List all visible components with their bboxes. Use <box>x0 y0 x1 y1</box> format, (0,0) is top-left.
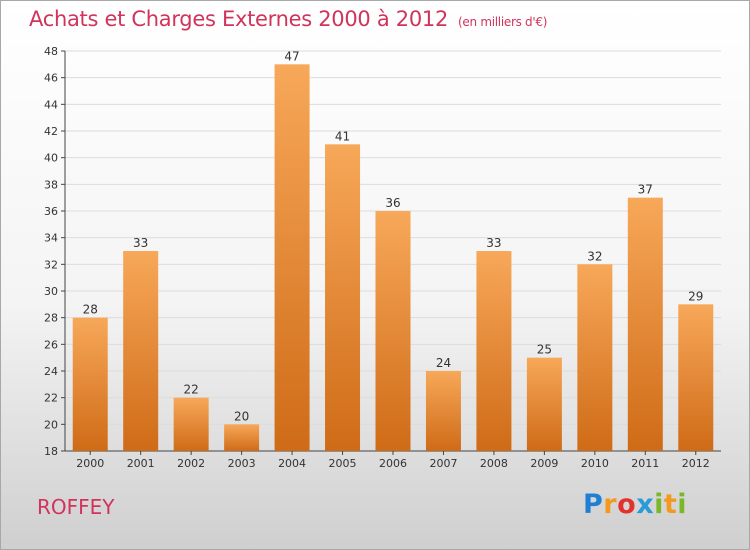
y-tick-label: 42 <box>44 125 58 138</box>
x-tick-label: 2004 <box>278 457 306 470</box>
bar <box>476 251 512 451</box>
x-tick-label: 2011 <box>631 457 659 470</box>
y-tick-label: 18 <box>44 445 58 458</box>
logo-letter: o <box>617 489 637 520</box>
y-tick-label: 40 <box>44 152 58 165</box>
y-tick-label: 22 <box>44 392 58 405</box>
title-text: Achats et Charges Externes 2000 à 2012 <box>29 7 449 31</box>
y-tick-label: 38 <box>44 178 58 191</box>
data-labels: 28 33 22 20 47 41 36 24 33 25 32 37 29 <box>83 49 704 423</box>
logo-letter: t <box>663 489 678 520</box>
value-label: 29 <box>688 289 703 303</box>
logo-letter: x <box>636 489 655 520</box>
logo-letter: i <box>654 489 664 520</box>
unit-label: (en milliers d'€) <box>458 15 548 29</box>
x-tick-label: 2010 <box>581 457 609 470</box>
value-label: 36 <box>385 196 400 210</box>
value-label: 47 <box>284 49 299 63</box>
x-tick-label: 2003 <box>228 457 256 470</box>
town-name: ROFFEY <box>37 495 115 519</box>
bar <box>577 264 613 451</box>
value-label: 41 <box>335 129 350 143</box>
logo-letter: i <box>677 489 688 520</box>
bar <box>627 197 663 451</box>
bar <box>123 251 159 451</box>
y-tick-label: 34 <box>44 232 58 245</box>
bar <box>274 64 310 452</box>
bar <box>72 317 108 451</box>
x-tick-label: 2001 <box>127 457 155 470</box>
y-tick-label: 36 <box>44 205 58 218</box>
x-tick-label: 2002 <box>177 457 205 470</box>
bar <box>173 397 209 451</box>
x-tick-label: 2005 <box>329 457 357 470</box>
y-tick-label: 46 <box>44 72 58 85</box>
y-tick-label: 24 <box>44 365 58 378</box>
proxiti-logo[interactable]: Proxiti <box>583 489 687 520</box>
value-label: 28 <box>83 303 98 317</box>
value-label: 33 <box>486 236 501 250</box>
value-label: 20 <box>234 409 249 423</box>
bar <box>526 357 562 451</box>
y-tick-label: 44 <box>44 98 58 111</box>
value-label: 24 <box>436 356 451 370</box>
y-tick-label: 48 <box>44 45 58 58</box>
bars <box>72 64 714 452</box>
bar <box>325 144 361 452</box>
x-tick-label: 2007 <box>429 457 457 470</box>
y-tick-label: 20 <box>44 418 58 431</box>
value-label: 32 <box>587 249 602 263</box>
bar <box>678 304 714 451</box>
value-label: 22 <box>184 383 199 397</box>
logo-letter: r <box>603 489 618 520</box>
x-tick-label: 2006 <box>379 457 407 470</box>
bar <box>224 424 260 451</box>
y-tick-label: 30 <box>44 285 58 298</box>
y-tick-label: 26 <box>44 338 58 351</box>
value-label: 33 <box>133 236 148 250</box>
bar <box>375 211 411 451</box>
value-label: 25 <box>537 343 552 357</box>
x-tick-label: 2009 <box>530 457 558 470</box>
x-tick-label: 2000 <box>76 457 104 470</box>
x-tick-label: 2012 <box>682 457 710 470</box>
chart-title: Achats et Charges Externes 2000 à 2012 (e… <box>29 7 547 31</box>
logo-letter: P <box>583 489 604 520</box>
value-label: 37 <box>638 183 653 197</box>
bar <box>425 371 461 451</box>
y-tick-label: 28 <box>44 312 58 325</box>
y-tick-label: 32 <box>44 258 58 271</box>
x-tick-label: 2008 <box>480 457 508 470</box>
